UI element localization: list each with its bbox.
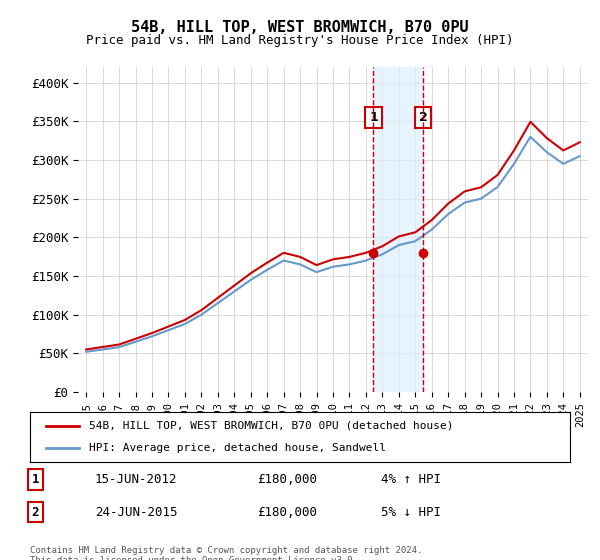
Text: 24-JUN-2015: 24-JUN-2015 — [95, 506, 178, 519]
Text: 4% ↑ HPI: 4% ↑ HPI — [381, 473, 441, 486]
Text: 5% ↓ HPI: 5% ↓ HPI — [381, 506, 441, 519]
Text: £180,000: £180,000 — [257, 506, 317, 519]
Text: Price paid vs. HM Land Registry's House Price Index (HPI): Price paid vs. HM Land Registry's House … — [86, 34, 514, 46]
Text: 54B, HILL TOP, WEST BROMWICH, B70 0PU: 54B, HILL TOP, WEST BROMWICH, B70 0PU — [131, 20, 469, 35]
Text: 1: 1 — [32, 473, 39, 486]
Text: 1: 1 — [369, 111, 378, 124]
Bar — [373, 67, 423, 392]
Text: Contains HM Land Registry data © Crown copyright and database right 2024.
This d: Contains HM Land Registry data © Crown c… — [30, 546, 422, 560]
Text: HPI: Average price, detached house, Sandwell: HPI: Average price, detached house, Sand… — [89, 443, 386, 453]
Text: 2: 2 — [419, 111, 428, 124]
Text: 2: 2 — [32, 506, 39, 519]
Text: 15-JUN-2012: 15-JUN-2012 — [95, 473, 178, 486]
Text: 54B, HILL TOP, WEST BROMWICH, B70 0PU (detached house): 54B, HILL TOP, WEST BROMWICH, B70 0PU (d… — [89, 421, 454, 431]
Text: £180,000: £180,000 — [257, 473, 317, 486]
